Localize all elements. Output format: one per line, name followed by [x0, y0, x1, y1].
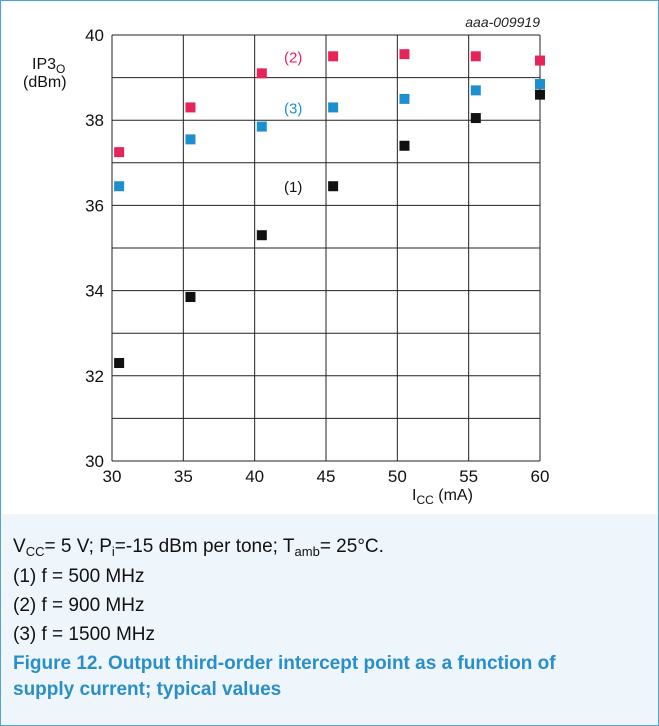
data-point [535, 78, 545, 89]
chart-panel: 30 35 40 45 50 55 60 30 32 34 36 38 40 (1) (2) (3) aaa-… [2, 2, 657, 514]
x-axis-title: ICC (mA) [412, 487, 473, 507]
data-point [256, 121, 267, 132]
data-point [328, 181, 339, 192]
data-point [114, 181, 125, 192]
data-point [328, 51, 339, 62]
data-point [399, 49, 410, 60]
data-point [256, 68, 267, 79]
data-point [470, 51, 481, 62]
x-tick-label: 50 [388, 467, 407, 486]
y-tick-label: 34 [85, 282, 104, 301]
data-point [535, 55, 545, 66]
y-tick-label: 38 [85, 111, 104, 130]
data-point [328, 102, 339, 113]
series-label: (2) [284, 49, 302, 66]
x-tick-label: 35 [174, 467, 193, 486]
data-point [399, 140, 410, 151]
data-point [470, 85, 481, 96]
series-label: (3) [284, 100, 302, 117]
legend-item-1: (1) f = 500 MHz [13, 566, 145, 587]
grid-lines [111, 34, 541, 462]
data-point [256, 230, 267, 241]
ip3-vs-icc-chart: 30 35 40 45 50 55 60 30 32 34 36 38 40 (1) (2) (3) aaa-… [23, 14, 549, 507]
data-point [470, 113, 481, 124]
y-tick-label: 30 [85, 452, 104, 471]
data-point [114, 147, 125, 158]
data-point [185, 102, 196, 113]
data-point [185, 134, 196, 145]
x-tick-label: 45 [317, 467, 336, 486]
legend-item-2: (2) f = 900 MHz [13, 595, 145, 616]
tick-labels: 30 35 40 45 50 55 60 30 32 34 36 38 40 [85, 26, 549, 486]
data-point [185, 291, 196, 302]
series-label: (1) [284, 179, 302, 196]
y-axis-unit: (dBm) [23, 74, 67, 91]
data-point [399, 93, 410, 104]
axis-labels: (1) (2) (3) aaa-009919 IP3O(dBm) ICC (mA) [23, 14, 540, 507]
legend-item-3: (3) f = 1500 MHz [13, 624, 156, 645]
x-tick-label: 55 [459, 467, 478, 486]
figure-id: aaa-009919 [465, 14, 540, 30]
test-conditions: VCC= 5 V; Pi=-15 dBm per tone; Tamb= 25°… [13, 536, 384, 559]
data-point [535, 89, 545, 100]
y-tick-label: 32 [85, 367, 104, 386]
y-axis-title: IP3O [32, 56, 65, 76]
x-tick-label: 40 [245, 467, 264, 486]
x-tick-label: 60 [531, 467, 550, 486]
figure-caption: Figure 12. Output third-order intercept … [13, 653, 556, 700]
data-point [114, 358, 125, 369]
x-tick-label: 30 [103, 467, 122, 486]
y-tick-label: 40 [85, 26, 104, 45]
data-points [114, 49, 545, 369]
y-tick-label: 36 [85, 196, 104, 215]
